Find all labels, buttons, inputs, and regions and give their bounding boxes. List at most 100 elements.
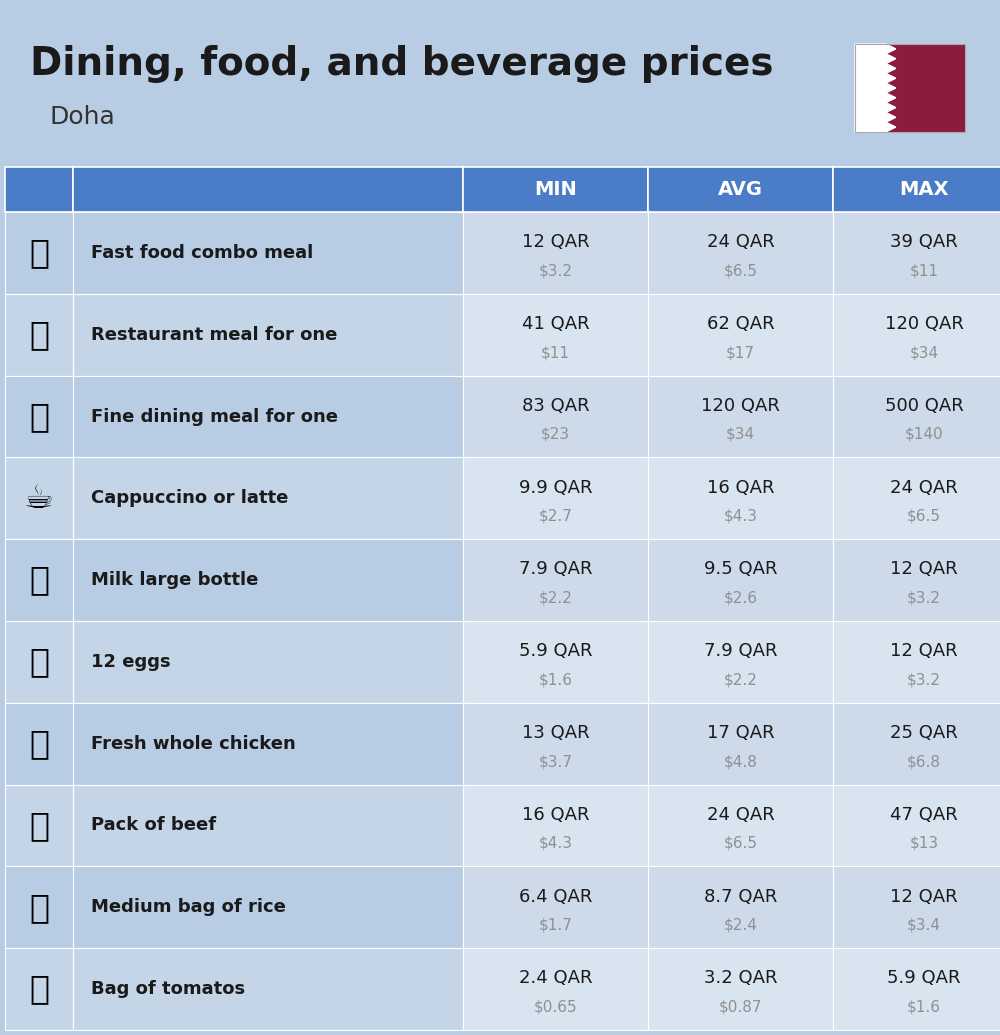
Text: AVG: AVG bbox=[718, 180, 763, 199]
Bar bbox=[5, 703, 73, 785]
Bar bbox=[5, 212, 73, 294]
Bar bbox=[73, 539, 463, 621]
Bar bbox=[5, 948, 73, 1030]
Bar bbox=[648, 539, 833, 621]
Text: 13 QAR: 13 QAR bbox=[522, 724, 589, 742]
Bar bbox=[73, 785, 463, 866]
Bar bbox=[463, 539, 648, 621]
Text: $140: $140 bbox=[905, 427, 943, 442]
Text: $2.2: $2.2 bbox=[724, 673, 757, 687]
Text: 🍚: 🍚 bbox=[29, 891, 49, 924]
Text: Pack of beef: Pack of beef bbox=[91, 817, 216, 834]
Bar bbox=[833, 294, 1000, 376]
Bar bbox=[5, 785, 73, 866]
Text: $2.7: $2.7 bbox=[539, 509, 572, 524]
Bar bbox=[73, 866, 463, 948]
Bar bbox=[886, 45, 965, 132]
Text: 9.9 QAR: 9.9 QAR bbox=[519, 478, 592, 497]
Text: 3.2 QAR: 3.2 QAR bbox=[704, 970, 777, 987]
Text: 5.9 QAR: 5.9 QAR bbox=[887, 970, 961, 987]
Text: 🍳: 🍳 bbox=[29, 318, 49, 351]
Text: 47 QAR: 47 QAR bbox=[890, 806, 958, 824]
Bar bbox=[833, 376, 1000, 457]
Text: 24 QAR: 24 QAR bbox=[707, 806, 774, 824]
Text: 🐔: 🐔 bbox=[29, 728, 49, 760]
Bar bbox=[73, 703, 463, 785]
Text: 62 QAR: 62 QAR bbox=[707, 315, 774, 333]
Bar bbox=[855, 45, 886, 132]
Text: Cappuccino or latte: Cappuccino or latte bbox=[91, 490, 288, 507]
Text: MAX: MAX bbox=[899, 180, 949, 199]
Text: $6.8: $6.8 bbox=[907, 755, 941, 769]
Text: 8.7 QAR: 8.7 QAR bbox=[704, 888, 777, 906]
Bar bbox=[833, 785, 1000, 866]
Text: 24 QAR: 24 QAR bbox=[890, 478, 958, 497]
Text: 500 QAR: 500 QAR bbox=[885, 396, 963, 415]
Text: 🥩: 🥩 bbox=[29, 809, 49, 842]
Bar bbox=[648, 457, 833, 539]
Text: 24 QAR: 24 QAR bbox=[707, 233, 774, 252]
Text: 120 QAR: 120 QAR bbox=[701, 396, 780, 415]
Bar bbox=[5, 294, 73, 376]
Bar bbox=[73, 376, 463, 457]
Bar bbox=[648, 212, 833, 294]
Text: 6.4 QAR: 6.4 QAR bbox=[519, 888, 592, 906]
Bar bbox=[5, 167, 73, 212]
Text: $1.7: $1.7 bbox=[539, 918, 572, 933]
Bar bbox=[648, 785, 833, 866]
Bar bbox=[0, 0, 1000, 165]
Text: $17: $17 bbox=[726, 346, 755, 360]
Text: 16 QAR: 16 QAR bbox=[707, 478, 774, 497]
Text: Bag of tomatos: Bag of tomatos bbox=[91, 980, 245, 998]
Text: 25 QAR: 25 QAR bbox=[890, 724, 958, 742]
Text: $1.6: $1.6 bbox=[538, 673, 572, 687]
Text: $3.2: $3.2 bbox=[907, 673, 941, 687]
Bar bbox=[5, 376, 73, 457]
Text: 🥛: 🥛 bbox=[29, 564, 49, 596]
Text: 5.9 QAR: 5.9 QAR bbox=[519, 643, 592, 660]
Text: 120 QAR: 120 QAR bbox=[885, 315, 963, 333]
Bar bbox=[73, 457, 463, 539]
Bar bbox=[5, 539, 73, 621]
Bar bbox=[463, 621, 648, 703]
Bar bbox=[648, 703, 833, 785]
Text: 12 QAR: 12 QAR bbox=[890, 643, 958, 660]
Bar bbox=[73, 294, 463, 376]
Text: Fast food combo meal: Fast food combo meal bbox=[91, 244, 313, 262]
Text: $11: $11 bbox=[541, 346, 570, 360]
Text: $2.4: $2.4 bbox=[724, 918, 757, 933]
Text: Dining, food, and beverage prices: Dining, food, and beverage prices bbox=[30, 45, 774, 83]
Bar bbox=[648, 621, 833, 703]
Text: 12 eggs: 12 eggs bbox=[91, 653, 171, 671]
Bar bbox=[5, 866, 73, 948]
Text: $3.2: $3.2 bbox=[907, 591, 941, 605]
Text: $4.3: $4.3 bbox=[538, 836, 572, 851]
Text: $4.8: $4.8 bbox=[724, 755, 757, 769]
Text: $2.6: $2.6 bbox=[724, 591, 758, 605]
Bar bbox=[463, 703, 648, 785]
Bar bbox=[463, 376, 648, 457]
Text: $0.87: $0.87 bbox=[719, 1000, 762, 1014]
Text: 83 QAR: 83 QAR bbox=[522, 396, 589, 415]
Text: $6.5: $6.5 bbox=[724, 263, 758, 278]
Text: 12 QAR: 12 QAR bbox=[522, 233, 589, 252]
Bar bbox=[463, 167, 648, 212]
Bar bbox=[648, 376, 833, 457]
Text: $2.2: $2.2 bbox=[539, 591, 572, 605]
Bar bbox=[833, 703, 1000, 785]
Bar bbox=[833, 457, 1000, 539]
Bar bbox=[648, 294, 833, 376]
Bar bbox=[833, 539, 1000, 621]
Text: 17 QAR: 17 QAR bbox=[707, 724, 774, 742]
Text: 9.5 QAR: 9.5 QAR bbox=[704, 561, 777, 579]
Text: $6.5: $6.5 bbox=[907, 509, 941, 524]
Bar bbox=[833, 167, 1000, 212]
Bar bbox=[73, 948, 463, 1030]
Bar bbox=[648, 167, 833, 212]
Bar bbox=[833, 948, 1000, 1030]
Text: $23: $23 bbox=[541, 427, 570, 442]
Bar bbox=[833, 866, 1000, 948]
Text: $11: $11 bbox=[910, 263, 938, 278]
Text: MIN: MIN bbox=[534, 180, 577, 199]
Text: Medium bag of rice: Medium bag of rice bbox=[91, 898, 286, 916]
